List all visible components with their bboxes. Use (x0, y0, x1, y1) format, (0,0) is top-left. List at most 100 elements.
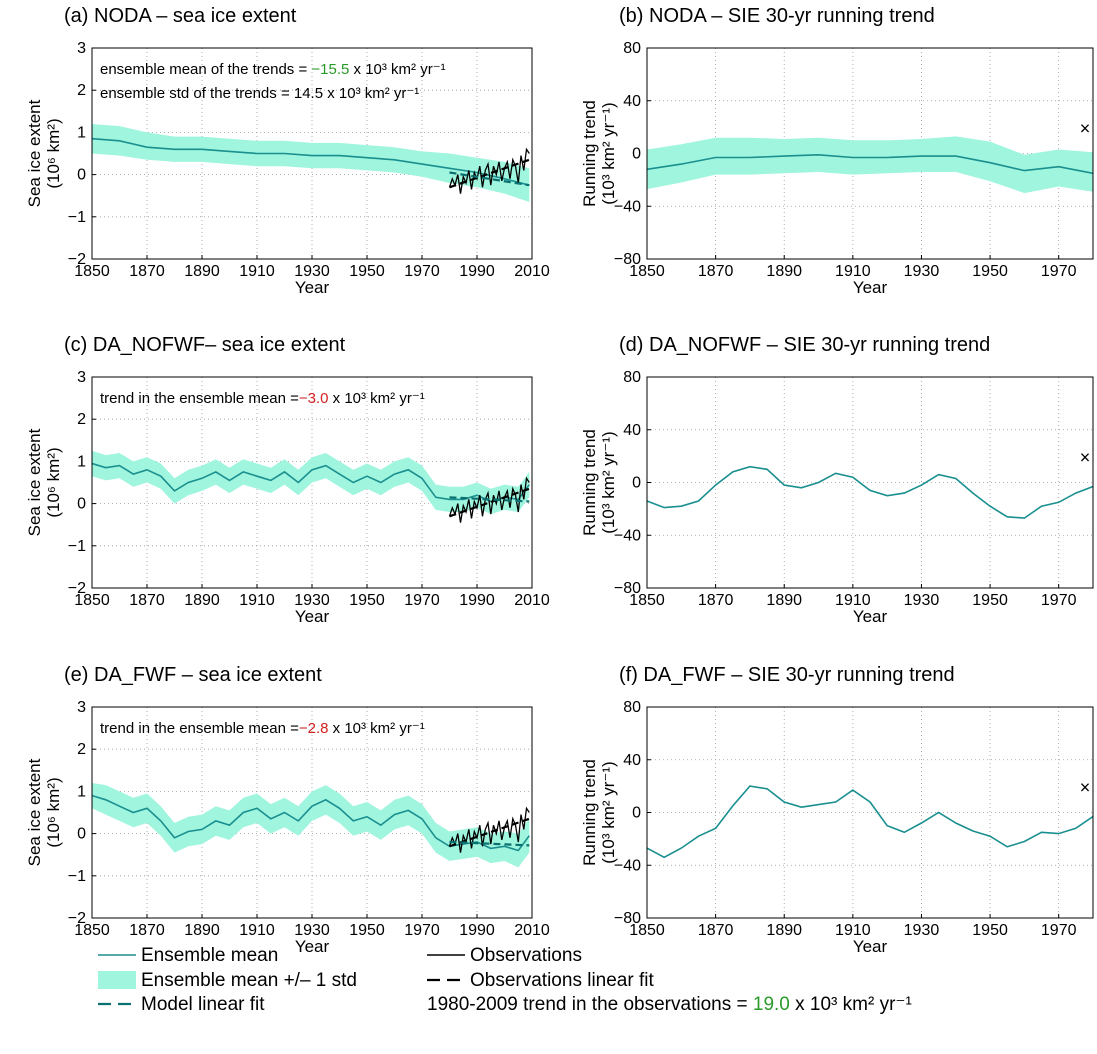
y-axis-unit-label: (10³ km² yr⁻¹) (599, 761, 618, 863)
plot-frame (646, 47, 1094, 260)
annotation-suffix: x 10³ km² yr⁻¹ (349, 61, 445, 78)
x-tick-label: 1870 (698, 263, 734, 280)
x-axis-label: Year (295, 278, 330, 297)
y-axis-unit-label: (10³ km² yr⁻¹) (599, 102, 618, 204)
plot-data (647, 785, 1093, 859)
annotation-text: ensemble std of the trends = 14.5 x 10³ … (100, 85, 419, 102)
ensemble-mean-line (647, 465, 1093, 519)
annotation-suffix: x 10³ km² yr⁻¹ (329, 390, 425, 407)
y-tick-label: 2 (77, 741, 86, 758)
plot-data (92, 783, 530, 868)
plot-data (647, 136, 1093, 194)
x-tick-label: 1890 (766, 592, 802, 609)
y-tick-label: 40 (623, 422, 641, 439)
std-band (92, 124, 530, 202)
legend-label: Ensemble mean (141, 945, 278, 966)
plot-frame (91, 47, 533, 260)
x-tick-label: 1950 (349, 263, 385, 280)
x-tick-label: 2010 (514, 592, 550, 609)
x-tick-label: 1850 (629, 263, 665, 280)
y-axis-unit-label: (10³ km² yr⁻¹) (599, 431, 618, 533)
y-tick-label: 40 (623, 752, 641, 769)
y-tick-label: −1 (68, 538, 86, 555)
y-axis-label: Running trend (580, 759, 599, 866)
legend-label: Observations (470, 945, 582, 966)
x-tick-label: 1910 (239, 922, 275, 939)
x-axis-label: Year (853, 278, 888, 297)
chart-title: (a) NODA – sea ice extent (64, 5, 297, 27)
chart-panel-f: (f) DA_FWF – SIE 30-yr running trend 1850… (580, 664, 1094, 956)
model-fit-line (449, 840, 530, 847)
annotation-prefix: ensemble mean of the trends = (100, 61, 311, 78)
observed-trend-text: 1980-2009 trend in the observations = 19… (427, 994, 912, 1015)
y-tick-label: −40 (614, 527, 641, 544)
ensemble-mean-line (647, 153, 1093, 175)
ensemble-mean-line (647, 785, 1093, 859)
annotation-text: trend in the ensemble mean =−2.8 x 10³ k… (100, 720, 425, 737)
y-axis-unit-label: (10⁶ km²) (44, 447, 63, 517)
x-tick-label: 1910 (835, 592, 871, 609)
plot-frame (91, 706, 533, 919)
y-tick-label: −80 (614, 251, 641, 268)
y-tick-label: −2 (68, 910, 86, 927)
x-tick-label: 1930 (904, 263, 940, 280)
x-tick-label: 1890 (184, 263, 220, 280)
y-tick-label: −40 (614, 857, 641, 874)
y-tick-label: 0 (632, 805, 641, 822)
model-fit-line (449, 496, 530, 503)
y-axis-label: Sea ice extent (25, 99, 44, 207)
ensemble-mean-line (92, 462, 530, 503)
x-axis-label: Year (295, 607, 330, 626)
annotation-prefix: ensemble std of the trends = 14.5 x 10³ … (100, 85, 419, 102)
x-tick-label: 1950 (972, 592, 1008, 609)
y-tick-label: 80 (623, 40, 641, 57)
y-tick-label: 1 (77, 453, 86, 470)
y-tick-label: 2 (77, 82, 86, 99)
x-tick-label: 1930 (904, 922, 940, 939)
plot-data (647, 465, 1093, 519)
observations-line (448, 806, 530, 853)
annotation-suffix: x 10³ km² yr⁻¹ (329, 720, 425, 737)
plot-data (92, 124, 530, 202)
annotation-text: ensemble mean of the trends = −15.5 x 10… (100, 61, 446, 78)
x-tick-label: 1950 (349, 922, 385, 939)
y-tick-label: 40 (623, 93, 641, 110)
y-tick-label: 80 (623, 699, 641, 716)
annotation-value: −2.8 (299, 720, 329, 737)
legend-label: Model linear fit (141, 994, 265, 1015)
annotation-text: trend in the ensemble mean =−3.0 x 10³ k… (100, 390, 425, 407)
annotation-value: −3.0 (299, 390, 329, 407)
observations-line (448, 476, 530, 523)
x-tick-label: 1930 (294, 922, 330, 939)
x-tick-label: 1850 (74, 592, 110, 609)
legend-label: Ensemble mean +/– 1 std (141, 970, 357, 991)
chart-title: (d) DA_NOFWF – SIE 30-yr running trend (619, 334, 990, 356)
std-band (92, 450, 530, 515)
x-tick-label: 1970 (1041, 263, 1077, 280)
x-tick-label: 1990 (459, 922, 495, 939)
x-tick-label: 1950 (972, 263, 1008, 280)
chart-panel-a: (a) NODA – sea ice extent 1850 1870 1890 191… (25, 5, 550, 297)
x-tick-label: 2010 (514, 263, 550, 280)
plot-frame (646, 376, 1094, 589)
x-tick-label: 1850 (629, 922, 665, 939)
x-tick-label: 1890 (184, 592, 220, 609)
x-tick-label: 1850 (74, 922, 110, 939)
std-band (647, 136, 1093, 194)
observed-trend-marker: × (1080, 447, 1091, 467)
y-tick-label: −40 (614, 198, 641, 215)
chart-panel-e: (e) DA_FWF – sea ice extent 1850 1870 1890 1… (25, 664, 550, 956)
observations-fit-line (449, 158, 530, 189)
x-tick-label: 1850 (629, 592, 665, 609)
std-band (92, 783, 530, 868)
y-tick-label: 3 (77, 699, 86, 716)
x-tick-label: 1970 (1041, 592, 1077, 609)
y-tick-label: −2 (68, 251, 86, 268)
y-axis-label: Sea ice extent (25, 428, 44, 536)
observed-trend-prefix: 1980-2009 trend in the observations = (427, 994, 753, 1015)
y-axis-label: Running trend (580, 429, 599, 536)
legend: Ensemble mean Ensemble mean +/– 1 std Mode… (98, 945, 912, 1015)
x-tick-label: 1870 (698, 922, 734, 939)
y-tick-label: 0 (77, 496, 86, 513)
x-tick-label: 1970 (1041, 922, 1077, 939)
